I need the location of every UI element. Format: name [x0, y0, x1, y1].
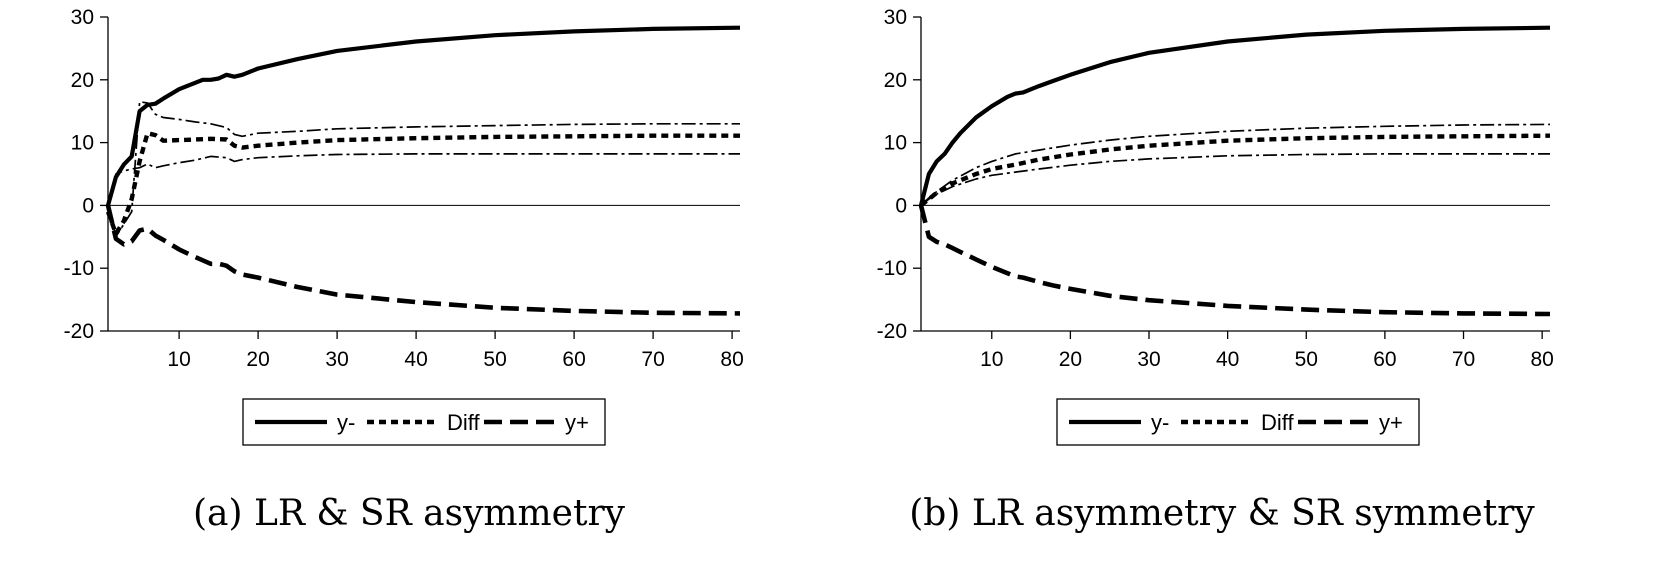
x-tick-label: 70: [1452, 348, 1475, 371]
x-tick-label: 20: [1059, 348, 1082, 371]
x-tick-label: 80: [720, 348, 743, 371]
y-tick-label: 10: [884, 132, 907, 155]
y-tick-label: 0: [895, 194, 907, 217]
x-tick-label: 40: [1216, 348, 1239, 371]
panel-caption: (b) LR asymmetry & SR symmetry: [909, 493, 1535, 534]
x-tick-label: 70: [641, 348, 664, 371]
legend-label: y+: [565, 410, 589, 435]
series-line-diff-lower-band: [107, 153, 740, 206]
y-tick-label: 20: [71, 69, 94, 92]
x-tick-label: 30: [1137, 348, 1160, 371]
y-tick-label: 20: [884, 69, 907, 92]
x-tick-label: 60: [1373, 348, 1396, 371]
y-tick-label: 30: [71, 6, 94, 29]
legend: y- Diff y+: [1056, 398, 1420, 446]
x-tick-label: 10: [167, 348, 190, 371]
series-line-y: [918, 25, 1551, 206]
x-tick-label: 30: [325, 348, 348, 371]
legend-label: Diff: [447, 410, 480, 435]
y-tick-label: -10: [64, 257, 94, 280]
series-line-y: [105, 204, 741, 316]
legend: y- Diff y+: [242, 398, 606, 446]
series-line-y: [918, 204, 1551, 317]
y-tick-label: 0: [82, 194, 94, 217]
series-line-diff: [919, 133, 1551, 208]
series-line-y: [105, 25, 741, 206]
y-tick-label: 30: [884, 6, 907, 29]
x-tick-label: 50: [1295, 348, 1318, 371]
x-tick-label: 80: [1530, 348, 1553, 371]
x-tick-label: 60: [562, 348, 585, 371]
panel-caption: (a) LR & SR asymmetry: [193, 493, 626, 534]
x-tick-label: 50: [483, 348, 506, 371]
legend-label: y-: [337, 410, 355, 435]
legend-label: y+: [1379, 410, 1403, 435]
series-line-diff-upper-band: [920, 123, 1551, 207]
y-tick-label: -20: [877, 320, 907, 343]
legend-label: Diff: [1261, 410, 1294, 435]
y-tick-label: -10: [877, 257, 907, 280]
x-tick-label: 10: [980, 348, 1003, 371]
chart-panel-b: 30 20 10 0 -10 -20 10 20 30 40 50 60 70 80 y- Diff y+ (b)…: [877, 6, 1554, 534]
y-tick-label: -20: [64, 320, 94, 343]
x-tick-label: 20: [246, 348, 269, 371]
x-tick-label: 40: [404, 348, 427, 371]
series-line-diff-lower-band: [920, 153, 1550, 207]
legend-label: y-: [1151, 410, 1169, 435]
series-line-diff: [105, 131, 740, 236]
chart-panel-a: 30 20 10 0 -10 -20 10 20 30 40 50 60 70 80 y- Diff y+ (a)…: [64, 6, 744, 534]
y-tick-label: 10: [71, 132, 94, 155]
series-line-diff-upper-band: [107, 100, 740, 238]
